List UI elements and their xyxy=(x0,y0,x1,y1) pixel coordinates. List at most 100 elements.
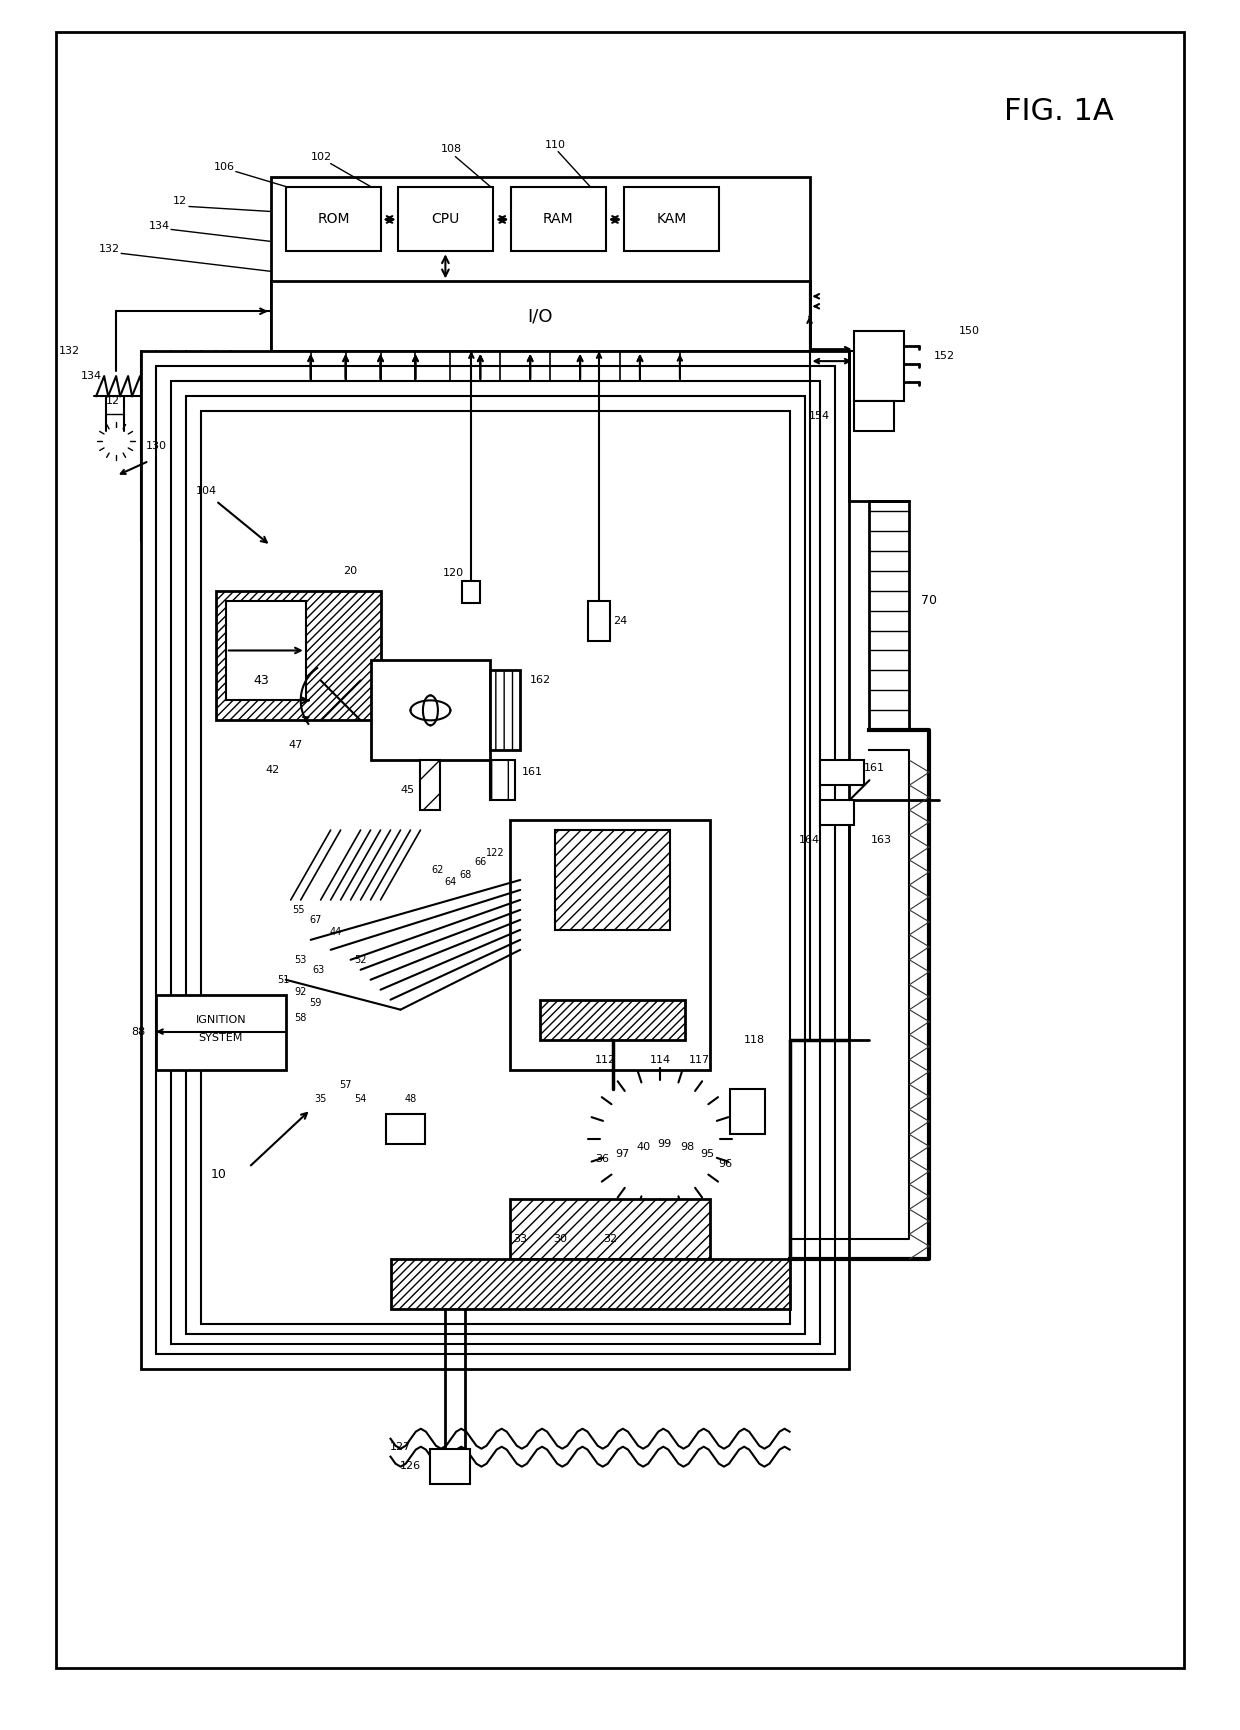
Text: 53: 53 xyxy=(295,955,308,965)
Text: 47: 47 xyxy=(289,740,303,751)
Bar xyxy=(541,1000,684,1040)
Text: 132: 132 xyxy=(58,346,79,356)
Text: 55: 55 xyxy=(293,905,305,915)
Text: 127: 127 xyxy=(389,1441,412,1451)
Text: 32: 32 xyxy=(603,1233,618,1244)
Text: 44: 44 xyxy=(330,927,342,938)
Bar xyxy=(156,995,285,1069)
Text: 68: 68 xyxy=(459,870,471,881)
Text: 20: 20 xyxy=(343,566,357,576)
Text: 45: 45 xyxy=(401,785,414,796)
Bar xyxy=(588,600,610,640)
Text: 24: 24 xyxy=(613,616,627,626)
Text: 117: 117 xyxy=(689,1055,711,1064)
Bar xyxy=(556,830,670,929)
Text: 106: 106 xyxy=(215,161,234,171)
Bar xyxy=(490,759,516,801)
Bar xyxy=(430,1448,470,1484)
Text: 122: 122 xyxy=(486,848,505,858)
Text: 163: 163 xyxy=(870,836,892,844)
Text: 132: 132 xyxy=(99,244,120,254)
Bar xyxy=(490,671,521,751)
Text: 120: 120 xyxy=(443,567,464,578)
Text: SYSTEM: SYSTEM xyxy=(198,1033,243,1043)
Bar xyxy=(201,412,790,1323)
Text: 110: 110 xyxy=(546,140,567,149)
Text: 30: 30 xyxy=(553,1233,567,1244)
Text: 134: 134 xyxy=(81,372,102,381)
Text: 51: 51 xyxy=(278,974,290,984)
Bar xyxy=(854,401,894,431)
Text: 35: 35 xyxy=(315,1095,327,1104)
Text: 52: 52 xyxy=(355,955,367,965)
Text: 152: 152 xyxy=(934,351,955,362)
Bar xyxy=(386,1114,425,1144)
Text: 162: 162 xyxy=(529,675,551,685)
Text: 95: 95 xyxy=(701,1149,715,1159)
Bar xyxy=(216,590,381,720)
Text: 118: 118 xyxy=(744,1035,765,1045)
Text: 43: 43 xyxy=(253,675,269,687)
Text: 126: 126 xyxy=(401,1460,422,1470)
Text: 57: 57 xyxy=(340,1080,352,1090)
Bar xyxy=(270,282,810,351)
Text: 40: 40 xyxy=(637,1142,651,1152)
Text: 130: 130 xyxy=(145,441,166,452)
Bar xyxy=(820,801,854,825)
Text: 99: 99 xyxy=(657,1140,671,1149)
Bar xyxy=(869,500,909,730)
Text: 70: 70 xyxy=(921,593,937,607)
Bar xyxy=(186,396,805,1334)
Text: 12: 12 xyxy=(107,396,120,407)
Text: 58: 58 xyxy=(295,1012,308,1022)
Text: 161: 161 xyxy=(864,763,885,773)
Text: 114: 114 xyxy=(650,1055,671,1064)
Text: KAM: KAM xyxy=(657,213,687,227)
Bar xyxy=(730,1090,765,1135)
Bar xyxy=(510,820,709,1069)
Text: 36: 36 xyxy=(595,1154,609,1164)
Text: 102: 102 xyxy=(311,152,332,161)
Bar xyxy=(624,187,719,251)
Text: 161: 161 xyxy=(522,766,543,777)
Bar xyxy=(285,187,381,251)
Text: 134: 134 xyxy=(149,221,170,232)
Text: 10: 10 xyxy=(211,1168,227,1182)
Bar xyxy=(141,351,849,1368)
Bar xyxy=(171,381,820,1344)
Text: FIG. 1A: FIG. 1A xyxy=(1004,97,1114,126)
Text: 63: 63 xyxy=(312,965,325,974)
Bar xyxy=(156,367,835,1355)
Bar xyxy=(820,759,864,785)
Text: 66: 66 xyxy=(474,856,486,867)
Text: 33: 33 xyxy=(513,1233,527,1244)
Text: IGNITION: IGNITION xyxy=(196,1016,247,1024)
Text: 59: 59 xyxy=(310,998,322,1007)
Text: 12: 12 xyxy=(174,197,187,206)
Text: 54: 54 xyxy=(355,1095,367,1104)
Text: 48: 48 xyxy=(404,1095,417,1104)
Text: 97: 97 xyxy=(615,1149,629,1159)
Bar xyxy=(226,600,306,701)
Text: I/O: I/O xyxy=(527,308,553,325)
Bar xyxy=(420,759,440,810)
Text: 67: 67 xyxy=(310,915,322,926)
Text: ROM: ROM xyxy=(317,213,350,227)
Bar xyxy=(391,1259,790,1310)
Bar xyxy=(511,187,606,251)
Text: 154: 154 xyxy=(808,412,830,420)
Text: 92: 92 xyxy=(295,986,308,996)
Text: 88: 88 xyxy=(131,1026,145,1036)
Bar xyxy=(510,1199,709,1259)
Bar xyxy=(463,581,480,602)
Text: CPU: CPU xyxy=(432,213,460,227)
Text: 64: 64 xyxy=(444,877,456,887)
Text: 108: 108 xyxy=(440,144,461,154)
Text: 164: 164 xyxy=(799,836,820,844)
Bar xyxy=(270,176,810,351)
Bar xyxy=(371,661,490,759)
Text: 104: 104 xyxy=(196,486,217,497)
Text: 98: 98 xyxy=(681,1142,694,1152)
Text: 62: 62 xyxy=(432,865,444,875)
Text: RAM: RAM xyxy=(543,213,573,227)
